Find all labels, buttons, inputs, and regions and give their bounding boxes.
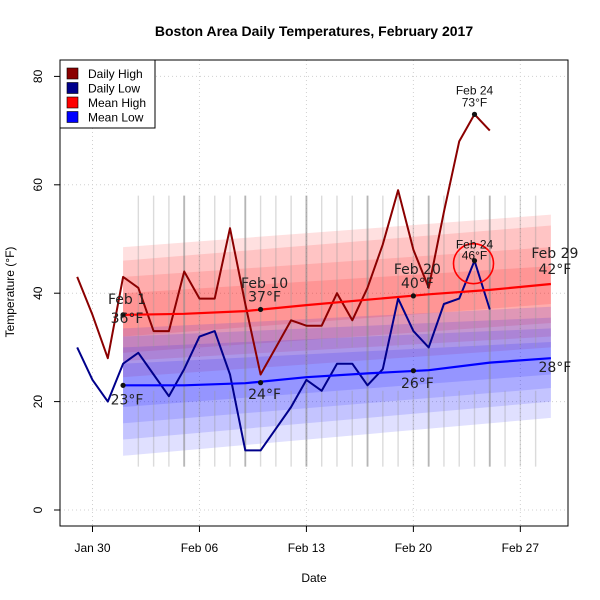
daily-range-ticks (137, 195, 537, 467)
record-date-label: Feb 24 (456, 238, 494, 252)
annotation-point (410, 368, 416, 374)
x-tick-label: Jan 30 (74, 541, 110, 555)
legend-entry: Mean High (88, 96, 146, 110)
annotation-value-label: 36°F (111, 311, 144, 327)
y-axis-label: Temperature (°F) (3, 247, 17, 338)
record-circle (452, 242, 495, 285)
annotation-value-label: 24°F (248, 387, 281, 403)
x-tick-label: Feb 13 (288, 541, 326, 555)
annotation-value-label: 26°F (401, 376, 434, 392)
annotation-value-label: 40°F (401, 276, 434, 292)
annotation-date-label: Feb 29 (531, 246, 578, 262)
x-tick-label: Feb 27 (502, 541, 540, 555)
series-daily-low (76, 259, 491, 452)
axes: 0 20 40 60 80 Jan 30 Feb 06 Feb 13 Feb 20 Feb 27 (31, 69, 539, 555)
percentile-band (123, 306, 551, 456)
annotation-point (410, 293, 416, 299)
legend-swatch (66, 96, 79, 109)
annotation-date-label: Feb 20 (394, 262, 441, 278)
annotation-value-label: 28°F (538, 360, 571, 376)
annotation-point (120, 312, 126, 318)
x-tick-label: Feb 20 (395, 541, 433, 555)
annotation-date-label: Feb 1 (108, 292, 146, 308)
annotation-value-label: 42°F (538, 262, 571, 278)
y-tick-label: 80 (31, 69, 45, 83)
series-line (123, 357, 551, 387)
legend-entry: Mean Low (88, 111, 144, 125)
y-tick-label: 60 (31, 178, 45, 192)
annotation-point (257, 306, 264, 313)
annotation-value-label: 37°F (248, 289, 281, 305)
annotation-point (257, 380, 264, 386)
record-point (471, 258, 478, 264)
record-value-label: 46°F (462, 249, 487, 263)
percentile-band (123, 317, 551, 440)
series-daily-high (76, 113, 491, 376)
series-line (123, 282, 552, 316)
legend-swatch (66, 82, 79, 94)
annotation-value-label: 23°F (111, 392, 144, 408)
annotation-point (120, 382, 126, 388)
series-line (76, 259, 491, 452)
x-tick-label: Feb 06 (181, 541, 219, 555)
annotation-date-label: Feb 10 (241, 276, 288, 292)
legend-entry: Daily High (88, 67, 143, 81)
record-point (471, 111, 478, 117)
percentile-band (123, 247, 551, 353)
x-axis-label: Date (301, 571, 327, 585)
legend-swatch (66, 67, 79, 80)
y-tick-label: 40 (31, 286, 45, 300)
chart-title: Boston Area Daily Temperatures, February… (155, 23, 473, 39)
percentile-band (123, 214, 551, 378)
record-value-label: 73°F (462, 95, 487, 109)
y-tick-label: 20 (31, 395, 45, 409)
y-tick-label: 0 (31, 506, 45, 513)
record-date-label: Feb 24 (456, 83, 494, 97)
series-line (76, 113, 491, 376)
legend-swatch (66, 111, 79, 123)
legend-entry: Daily Low (88, 82, 140, 96)
